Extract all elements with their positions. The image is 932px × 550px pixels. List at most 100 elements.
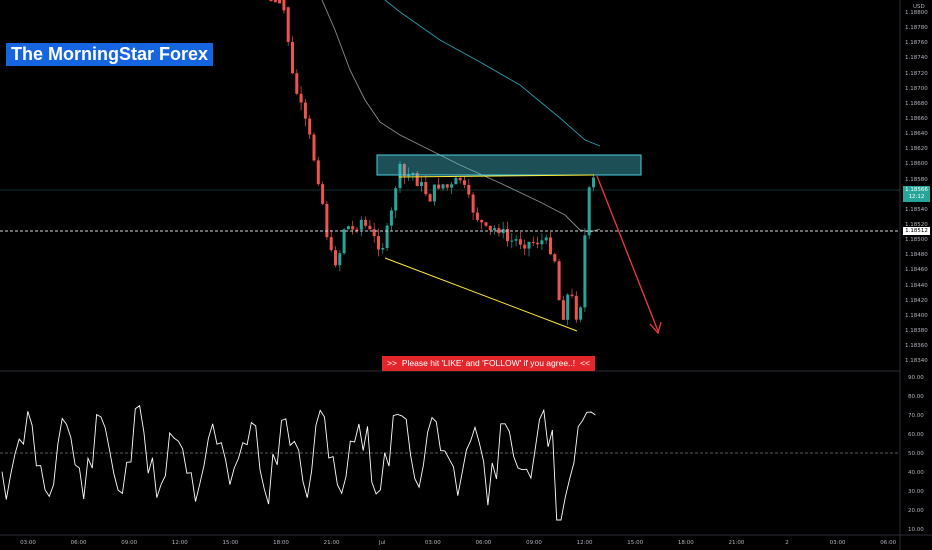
price-tick-label: 1.18480 xyxy=(905,252,928,259)
current-price-value: 1.18566 xyxy=(905,187,928,193)
oscillator-tick-label: 70.00 xyxy=(908,413,924,419)
price-tick-label: 1.18600 xyxy=(905,161,928,168)
candle-body xyxy=(553,254,557,262)
price-tick-label: 1.18440 xyxy=(905,282,928,289)
price-tick-label: 1.18400 xyxy=(905,312,928,319)
resistance-zone[interactable] xyxy=(376,154,642,176)
time-tick-label: 18:00 xyxy=(273,540,289,546)
candle-body xyxy=(381,248,385,250)
oscillator-tick-label: 40.00 xyxy=(908,470,924,476)
time-tick-label: 12:00 xyxy=(171,540,188,546)
price-tick-label: 1.18620 xyxy=(905,146,928,153)
price-tick-label: 1.18720 xyxy=(905,70,928,77)
forecast-arrow[interactable] xyxy=(596,175,662,335)
candle-body xyxy=(372,229,376,237)
candle-body xyxy=(329,237,333,251)
candle-body xyxy=(346,226,350,230)
candle-body xyxy=(493,228,497,231)
candle-body xyxy=(385,225,389,249)
candle-body xyxy=(480,219,484,223)
candle-body xyxy=(557,261,561,301)
candle-body xyxy=(321,184,325,204)
time-tick-label: 06:00 xyxy=(880,540,897,546)
candle-body xyxy=(432,184,436,202)
candle-body xyxy=(415,173,419,186)
candle-body xyxy=(458,177,462,181)
candle-body xyxy=(351,226,355,230)
candle-body xyxy=(359,219,363,230)
candle-body xyxy=(574,295,578,320)
candle-body xyxy=(364,219,368,226)
price-tick-label: 1.18680 xyxy=(905,100,928,107)
time-tick-label: 12:00 xyxy=(576,540,593,546)
price-tick-label: 1.18660 xyxy=(905,115,928,122)
time-tick-label: 03:00 xyxy=(829,540,846,546)
candle-body xyxy=(501,229,505,234)
candle-body xyxy=(312,134,316,161)
candle-body xyxy=(463,180,466,185)
price-tick-label: 1.18740 xyxy=(905,55,928,62)
oscillator-tick-label: 80.00 xyxy=(908,394,924,400)
candle-body xyxy=(278,0,282,4)
oscillator-tick-label: 90.00 xyxy=(908,375,924,381)
candle-body xyxy=(445,184,449,188)
candle-body xyxy=(368,225,372,230)
oscillator-tick-label: 60.00 xyxy=(908,432,924,438)
candle-body xyxy=(454,177,458,185)
candle-body xyxy=(450,184,454,188)
candle-body xyxy=(411,173,415,175)
candle-body xyxy=(544,237,548,241)
candle-body xyxy=(583,235,587,308)
candle-body xyxy=(579,307,583,320)
price-tick-label: 1.18700 xyxy=(905,85,928,92)
candle-body xyxy=(303,102,307,119)
candle-body xyxy=(334,250,337,266)
candle-body xyxy=(424,181,428,195)
time-tick-label: 21:00 xyxy=(728,540,745,546)
time-tick-label: 2 xyxy=(785,540,789,546)
price-tick-label: 1.18420 xyxy=(905,297,928,304)
candle-body xyxy=(295,73,299,94)
moving-average-slow xyxy=(384,0,601,147)
candle-body xyxy=(549,237,552,255)
candle-body xyxy=(570,294,574,296)
candle-body xyxy=(389,210,393,226)
time-tick-label: 18:00 xyxy=(677,540,694,546)
price-tick-label: 1.18500 xyxy=(905,237,928,244)
trend-lines[interactable] xyxy=(384,174,595,332)
time-tick-label: 09:00 xyxy=(526,540,542,546)
candle-body xyxy=(527,241,531,249)
candle-body xyxy=(506,229,509,242)
oscillator-tick-label: 30.00 xyxy=(908,489,924,495)
price-tick-label: 1.18580 xyxy=(905,176,928,183)
candle-body xyxy=(518,239,522,245)
candle-body xyxy=(286,7,290,42)
candle-body xyxy=(523,244,527,249)
price-tick-label: 1.18360 xyxy=(905,343,928,350)
candle-body xyxy=(394,188,398,211)
candle-body xyxy=(428,194,432,202)
price-tick-label: 1.18380 xyxy=(905,327,928,334)
candle-body xyxy=(338,253,342,266)
candle-body xyxy=(308,118,312,135)
oscillator-tick-label: 50.00 xyxy=(908,451,924,457)
candle-body xyxy=(540,240,544,245)
banner-left-marker: >> xyxy=(387,358,397,368)
price-tick-label: 1.18640 xyxy=(905,131,928,138)
candle-body xyxy=(377,236,380,250)
price-tick-label: 1.18340 xyxy=(905,358,928,365)
hline-price-tag: 1.18512 xyxy=(903,227,930,235)
oscillator-tick-label: 10.00 xyxy=(908,527,924,533)
time-tick-label: 09:00 xyxy=(121,540,138,546)
brand-title: The MorningStar Forex xyxy=(6,43,214,66)
candle-body xyxy=(471,194,475,213)
time-tick-label: 15:00 xyxy=(627,540,644,546)
candle-body xyxy=(355,229,359,231)
candle-body xyxy=(398,163,402,189)
candle-body xyxy=(325,203,329,238)
currency-label: USD xyxy=(913,4,925,10)
candle-body xyxy=(531,241,535,243)
time-tick-label: 15:00 xyxy=(222,540,239,546)
candle-body xyxy=(510,240,514,242)
